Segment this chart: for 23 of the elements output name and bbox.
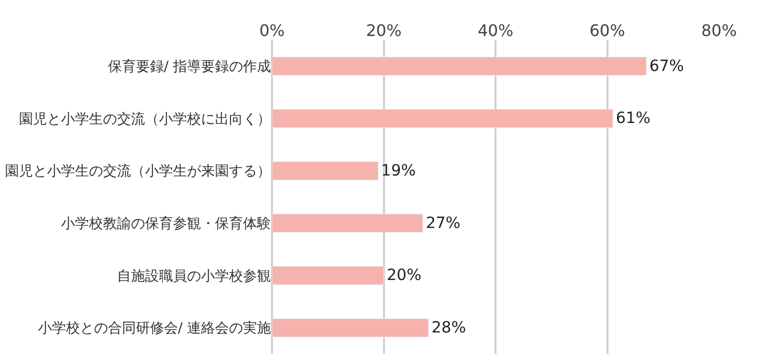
x-tick-label: 60% (589, 20, 626, 40)
y-tick-label: 園児と小学生の交流（小学校に出向く） (19, 111, 271, 128)
bar (272, 56, 647, 76)
bar (272, 161, 378, 180)
bar (272, 214, 424, 233)
data-label: 20% (386, 266, 422, 284)
bar (272, 318, 429, 338)
y-tick-label: 小学校教諭の保育参観・保育体験 (61, 215, 271, 232)
x-tick-label: 0% (259, 20, 285, 40)
data-label: 67% (649, 56, 684, 75)
data-label: 61% (616, 109, 650, 128)
y-tick-label: 自施設職員の小学校参観 (117, 268, 271, 284)
data-label: 19% (381, 161, 416, 180)
y-tick-label: 園児と小学生の交流（小学生が来園する） (5, 164, 271, 180)
x-tick-label: 80% (701, 20, 737, 40)
bar (272, 266, 384, 285)
data-label: 27% (426, 214, 460, 232)
bar (272, 109, 614, 128)
y-tick-label: 小学校との合同研修会/ 連絡会の実施 (38, 320, 271, 337)
x-tick-label: 40% (478, 20, 514, 40)
data-label: 28% (431, 318, 466, 336)
y-tick-label: 保育要録/ 指導要録の作成 (108, 58, 271, 76)
x-tick-label: 20% (366, 20, 402, 40)
